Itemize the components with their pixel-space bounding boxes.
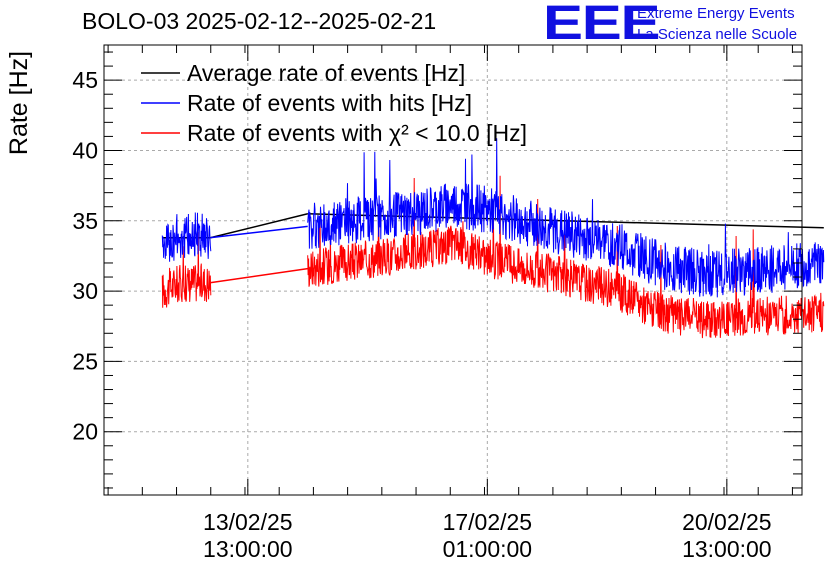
x-tick-date: 13/02/25 (203, 509, 293, 535)
grid-lines (104, 45, 802, 495)
y-tick-label: 35 (72, 208, 98, 234)
plot-frame (103, 44, 803, 496)
axis-ticks (104, 45, 802, 495)
series-1-segment-1 (307, 138, 825, 298)
x-tick-date: 20/02/25 (682, 509, 772, 535)
x-tick-time: 13:00:00 (682, 536, 772, 562)
chart-title: BOLO-03 2025-02-12--2025-02-21 (82, 8, 437, 34)
legend-label-2: Rate of events with χ² < 10.0 [Hz] (187, 120, 527, 146)
series-2-segment-1 (307, 175, 825, 339)
x-tick-time: 13:00:00 (203, 536, 293, 562)
series-1-segment-0 (161, 212, 212, 262)
y-tick-label: 20 (72, 419, 98, 445)
logo-line-2: La Scienza nelle Scuole (637, 26, 798, 43)
y-axis-label: Rate [Hz] (5, 51, 33, 155)
series-0-segment-1 (307, 213, 824, 229)
x-tick-date: 17/02/25 (443, 509, 533, 535)
series-2-segment-0 (161, 232, 212, 308)
axis-labels: 20253035404513/02/2513:00:0017/02/2501:0… (72, 67, 771, 562)
legend: Average rate of events [Hz] Rate of event… (141, 60, 527, 146)
series-1-gap-connector (210, 225, 308, 239)
y-tick-label: 25 (72, 348, 98, 374)
data-layer (161, 138, 825, 339)
legend-label-0: Average rate of events [Hz] (187, 60, 465, 86)
series-2-gap-connector (210, 267, 308, 284)
y-tick-label: 30 (72, 278, 98, 304)
series-0-gap-connector (210, 213, 308, 239)
y-tick-label: 40 (72, 137, 98, 163)
y-tick-label: 45 (72, 67, 98, 93)
logo-line-1: Extreme Energy Events (637, 5, 795, 22)
legend-label-1: Rate of events with hits [Hz] (187, 90, 472, 116)
eee-logo-mark: EEE (543, 0, 661, 50)
x-tick-time: 01:00:00 (443, 536, 533, 562)
